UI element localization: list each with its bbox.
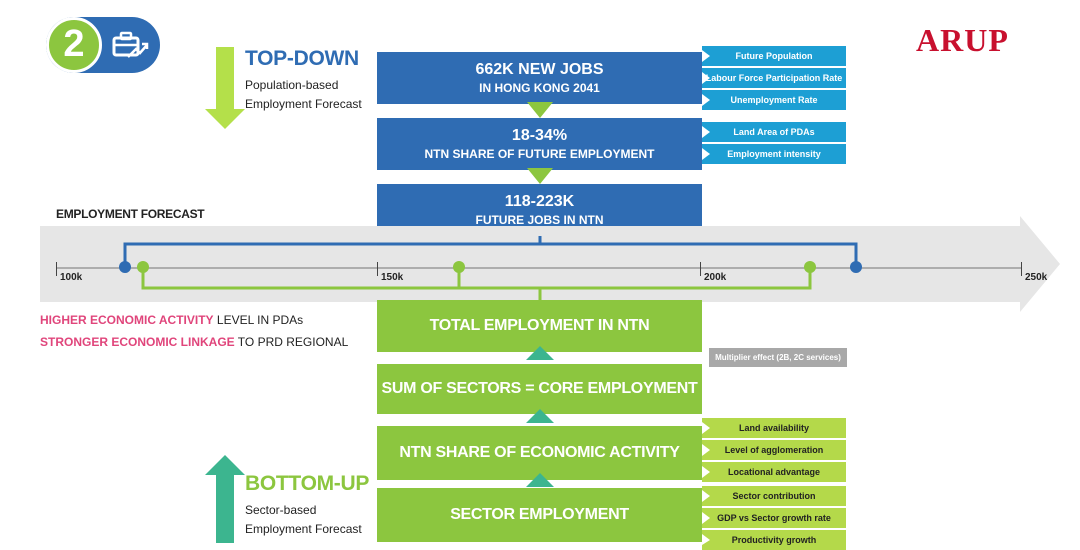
top-down-title: TOP-DOWN xyxy=(245,47,359,70)
blue-tags-group: Future Population Labour Force Participa… xyxy=(702,46,846,164)
tick-100k xyxy=(56,262,57,276)
tick-label-100k: 100k xyxy=(60,272,83,283)
tick-250k xyxy=(1021,262,1022,276)
tag-pointers xyxy=(702,50,710,160)
tick-label-150k: 150k xyxy=(381,272,404,283)
tag-future-population: Future Population xyxy=(702,46,846,66)
note-economic-activity: HIGHER ECONOMIC ACTIVITY LEVEL IN PDAs xyxy=(40,311,303,330)
multiplier-tag: Multiplier effect (2B, 2C services) xyxy=(709,348,847,367)
new-jobs-box: 662K NEW JOBS IN HONG KONG 2041 xyxy=(377,52,702,104)
bottom-up-title: BOTTOM-UP xyxy=(245,472,370,495)
tag-labour-force: Labour Force Participation Rate xyxy=(702,68,846,88)
range-bottom-up-high-marker xyxy=(804,261,816,273)
range-brackets xyxy=(119,236,862,300)
green-tags-group: Land availability Level of agglomeration… xyxy=(702,418,846,550)
tag-locational-advantage: Locational advantage xyxy=(702,462,846,482)
down-arrow-icon xyxy=(527,168,553,184)
sector-employment-box: SECTOR EMPLOYMENT xyxy=(377,488,702,542)
note-economic-linkage-highlight: STRONGER ECONOMIC LINKAGE xyxy=(40,335,235,349)
tick-label-200k: 200k xyxy=(704,272,727,283)
step-number-circle xyxy=(46,17,102,73)
tag-agglomeration: Level of agglomeration xyxy=(702,440,846,460)
up-arrow-icon xyxy=(526,473,554,487)
range-top-down-max-marker xyxy=(850,261,862,273)
up-arrow-icon xyxy=(526,346,554,360)
ntn-share-subtitle: NTN SHARE OF FUTURE EMPLOYMENT xyxy=(424,147,655,161)
sum-of-sectors-box: SUM OF SECTORS = CORE EMPLOYMENT xyxy=(377,364,702,414)
note-economic-linkage: STRONGER ECONOMIC LINKAGE TO PRD REGIONA… xyxy=(40,333,348,352)
new-jobs-subtitle: IN HONG KONG 2041 xyxy=(479,81,600,95)
range-bottom-up-low-marker xyxy=(137,261,149,273)
briefcase-growth-icon xyxy=(112,31,149,58)
tag-employment-intensity: Employment intensity xyxy=(702,144,846,164)
tag-land-availability: Land availability xyxy=(702,418,846,438)
tick-label-250k: 250k xyxy=(1025,272,1048,283)
new-jobs-title: 662K NEW JOBS xyxy=(475,61,604,78)
note-economic-activity-rest: LEVEL IN PDAs xyxy=(213,313,304,327)
step-badge: 2 xyxy=(46,17,160,73)
tag-land-area: Land Area of PDAs xyxy=(702,122,846,142)
bottom-up-line2: Employment Forecast xyxy=(245,522,362,536)
ntn-share-box: 18-34% NTN SHARE OF FUTURE EMPLOYMENT xyxy=(377,118,702,170)
ntn-economic-activity-box: NTN SHARE OF ECONOMIC ACTIVITY xyxy=(377,426,702,480)
note-economic-activity-highlight: HIGHER ECONOMIC ACTIVITY xyxy=(40,313,214,327)
top-down-line1: Population-based xyxy=(245,78,339,92)
tag-pointers xyxy=(702,422,710,545)
future-jobs-subtitle: FUTURE JOBS IN NTN xyxy=(475,213,604,227)
tag-productivity-growth: Productivity growth xyxy=(702,530,846,550)
top-down-arrow-icon xyxy=(205,47,245,129)
tag-sector-contribution: Sector contribution xyxy=(702,486,846,506)
tag-gdp-growth: GDP vs Sector growth rate xyxy=(702,508,846,528)
top-down-line2: Employment Forecast xyxy=(245,97,362,111)
total-employment-box: TOTAL EMPLOYMENT IN NTN xyxy=(377,300,702,352)
bottom-up-arrow-icon xyxy=(205,455,245,543)
note-economic-linkage-rest: TO PRD REGIONAL xyxy=(234,335,349,349)
employment-forecast-label: EMPLOYMENT FORECAST xyxy=(56,207,205,221)
tick-200k xyxy=(700,262,701,276)
ntn-share-title: 18-34% xyxy=(511,127,568,144)
arup-logo: ARUP xyxy=(916,22,1009,58)
tick-150k xyxy=(377,262,378,276)
bottom-up-line1: Sector-based xyxy=(245,503,317,517)
range-bottom-up-mid-marker xyxy=(453,261,465,273)
tag-unemployment: Unemployment Rate xyxy=(702,90,846,110)
future-jobs-title: 118-223K xyxy=(504,193,575,210)
step-number: 2 xyxy=(63,23,85,65)
range-top-down-min-marker xyxy=(119,261,131,273)
up-arrow-icon xyxy=(526,409,554,423)
down-arrow-icon xyxy=(527,102,553,118)
